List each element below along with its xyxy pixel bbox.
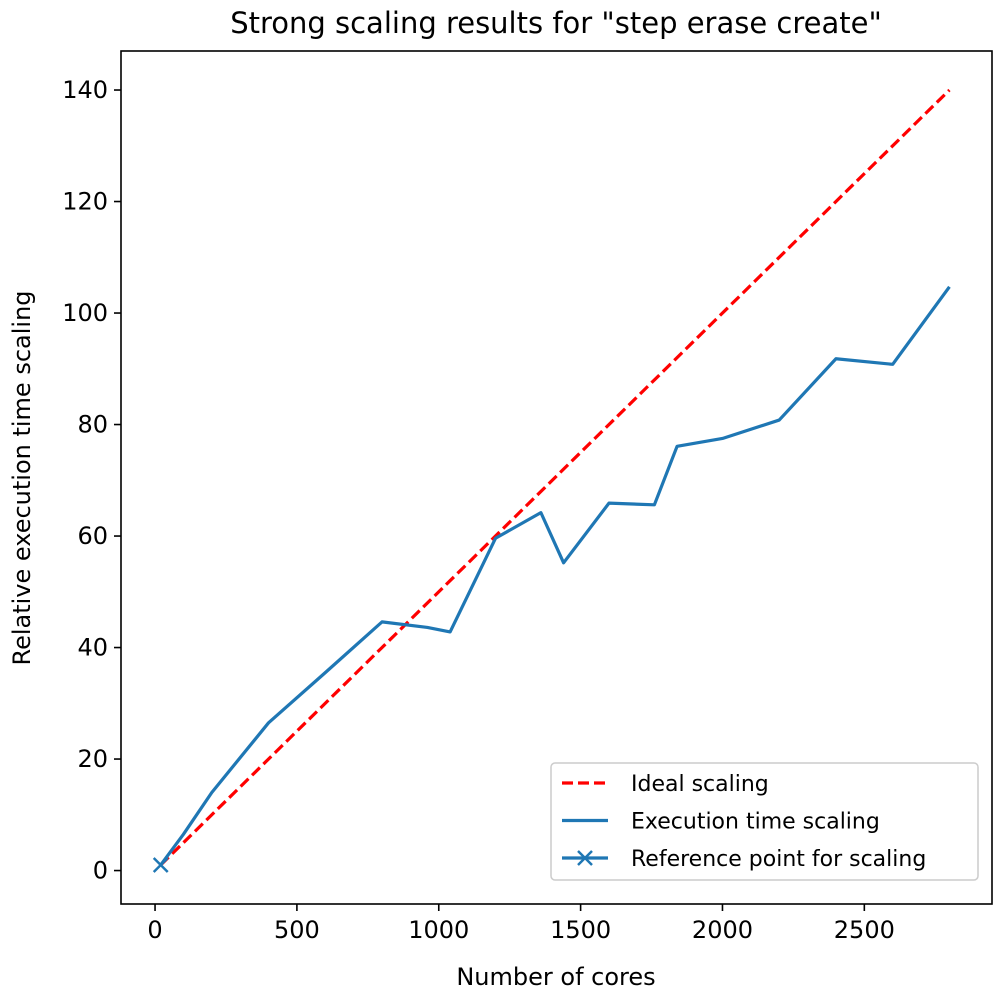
x-tick-label: 500 xyxy=(274,916,320,944)
plot-area xyxy=(152,88,951,873)
legend-label: Reference point for scaling xyxy=(631,847,926,872)
ideal-scaling-line xyxy=(159,88,951,867)
x-tick-label: 1500 xyxy=(550,916,611,944)
x-tick-label: 1000 xyxy=(408,916,469,944)
legend-box xyxy=(550,762,979,881)
y-tick-label: 20 xyxy=(77,745,108,773)
y-tick-label: 40 xyxy=(77,634,108,662)
legend-label: Execution time scaling xyxy=(631,810,880,835)
legend-x-icon xyxy=(577,850,593,866)
legend-item: Reference point for scaling xyxy=(562,847,926,872)
y-tick-label: 80 xyxy=(77,411,108,439)
plot-frame xyxy=(120,50,993,905)
execution-time-line xyxy=(159,285,951,866)
reference-point-marker xyxy=(152,857,169,873)
legend: Ideal scaling Execution time scaling Refer… xyxy=(550,762,979,881)
x-tick-label: 0 xyxy=(147,916,162,944)
legend-item: Ideal scaling xyxy=(562,772,769,797)
x-axis-label: Number of cores xyxy=(456,963,655,991)
y-tick-label: 120 xyxy=(62,188,108,216)
y-axis-label: Relative execution time scaling xyxy=(8,290,36,665)
legend-label: Ideal scaling xyxy=(631,772,769,797)
axis-ticks: 0 500 1000 1500 2000 2500 0 20 40 60 80 100 120 140 xyxy=(62,76,895,944)
x-tick-label: 2000 xyxy=(692,916,753,944)
x-tick-label: 2500 xyxy=(834,916,895,944)
y-tick-label: 0 xyxy=(93,857,108,885)
y-tick-label: 140 xyxy=(62,76,108,104)
chart-title: Strong scaling results for "step erase c… xyxy=(230,6,882,40)
y-tick-label: 100 xyxy=(62,299,108,327)
y-tick-label: 60 xyxy=(77,522,108,550)
legend-item: Execution time scaling xyxy=(562,810,880,835)
